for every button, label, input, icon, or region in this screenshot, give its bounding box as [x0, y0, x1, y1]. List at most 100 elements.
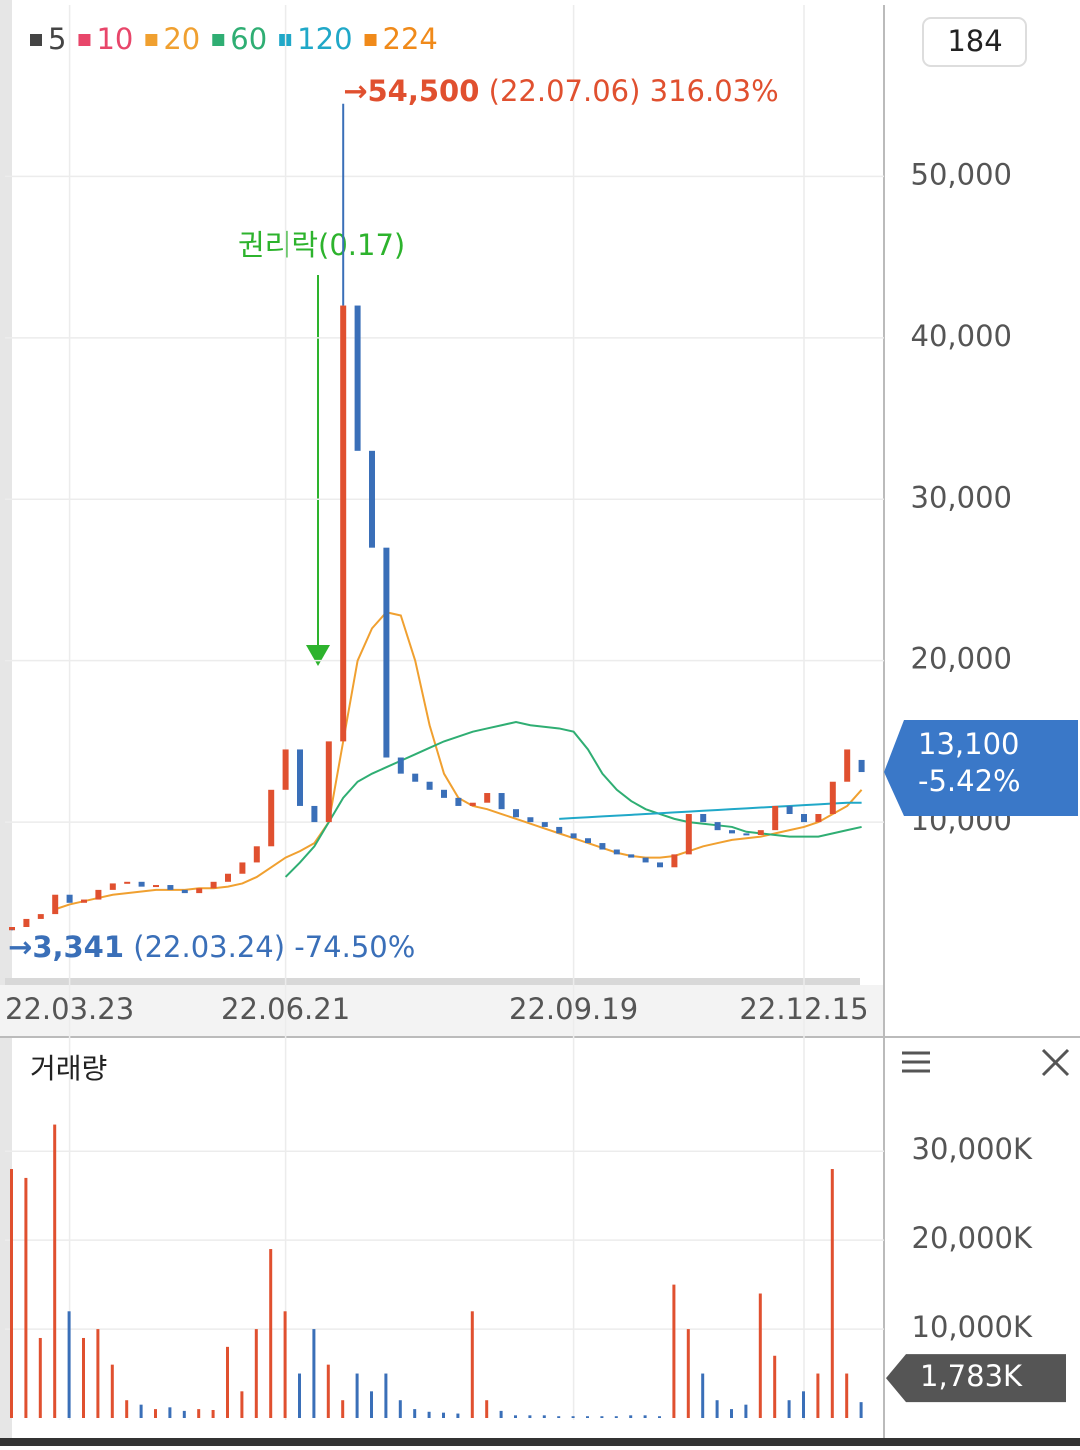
legend-label: 60 — [230, 22, 267, 56]
candle — [311, 805, 318, 823]
candle — [801, 814, 807, 823]
volume-bar — [298, 1373, 301, 1418]
last-volume-badge — [886, 1354, 1066, 1403]
candle — [743, 833, 750, 836]
volume-bar — [614, 1416, 618, 1418]
candle — [829, 781, 836, 815]
candle — [757, 830, 764, 835]
volume-bar — [254, 1329, 258, 1418]
candle — [441, 789, 447, 798]
y-tick-label: 30,000 — [911, 480, 1012, 514]
annotation-part: 316.03% — [650, 74, 779, 108]
high-annotation: →54,500 (22.07.06) 316.03% — [343, 74, 778, 108]
volume-bar — [67, 1311, 71, 1418]
candle — [585, 838, 591, 844]
volume-bar — [470, 1311, 474, 1418]
candle — [599, 843, 606, 850]
side-edge — [0, 0, 12, 1446]
close-icon[interactable] — [1041, 1048, 1070, 1077]
volume-title: 거래량 — [30, 1052, 107, 1085]
annotation-part — [479, 74, 488, 108]
legend-swatch — [30, 34, 42, 46]
annotation-part — [640, 74, 649, 108]
x-tick-label: 22.06.21 — [221, 992, 350, 1026]
volume-bar — [226, 1346, 229, 1418]
candle — [196, 888, 203, 894]
bars-count[interactable]: 184 — [947, 24, 1002, 58]
volume-bar — [283, 1311, 287, 1418]
volume-bar — [802, 1391, 805, 1418]
last-price: 13,100 — [918, 727, 1019, 761]
x-tick-label: 22.12.15 — [739, 992, 868, 1026]
annotation-part: 54,500 — [368, 74, 480, 108]
volume-bar — [82, 1337, 85, 1418]
volume-bar — [312, 1329, 316, 1418]
candle — [340, 305, 347, 742]
volume-bar — [514, 1415, 517, 1418]
volume-bar — [427, 1411, 431, 1418]
legend-label: 10 — [96, 22, 133, 56]
legend-label: 224 — [383, 22, 438, 56]
x-tick-label: 22.03.23 — [5, 992, 134, 1026]
legend-swatch — [145, 34, 158, 46]
annotation-part: (22.07.06) — [489, 74, 641, 108]
volume-bar — [672, 1284, 676, 1418]
legend-swatch — [212, 34, 225, 46]
candle — [498, 793, 505, 810]
volume-bar — [384, 1373, 388, 1418]
candle — [37, 914, 44, 919]
volume-bar — [701, 1373, 705, 1418]
annotation-part: -74.50% — [294, 930, 415, 964]
candle — [52, 894, 59, 915]
candle — [642, 857, 649, 863]
bottom-bar — [0, 1438, 1080, 1446]
legend-label: 20 — [163, 22, 200, 56]
candle — [685, 814, 692, 855]
volume-bar — [787, 1400, 791, 1418]
volume-bar — [485, 1400, 489, 1418]
candle — [124, 881, 131, 884]
low-annotation: →3,341 (22.03.24) -74.50% — [8, 930, 415, 964]
volume-bar — [240, 1391, 244, 1418]
candle — [426, 781, 433, 790]
candle — [613, 849, 620, 855]
volume-bar — [744, 1404, 748, 1418]
candle — [81, 899, 87, 903]
candle — [95, 889, 102, 900]
ex-rights-label: 권리락(0.17) — [238, 228, 405, 262]
annotation-part: 3,341 — [32, 930, 124, 964]
candle — [484, 793, 491, 803]
candle — [239, 862, 246, 874]
candle — [268, 789, 275, 847]
count-box[interactable] — [922, 17, 1027, 67]
volume-bar — [859, 1402, 863, 1418]
volume-bar — [10, 1169, 13, 1418]
ma-line — [559, 801, 862, 820]
candle — [729, 830, 735, 834]
candle — [167, 885, 174, 890]
candle — [513, 809, 519, 818]
volume-bar — [139, 1404, 143, 1418]
volume-bar — [658, 1416, 661, 1418]
candle — [181, 889, 188, 894]
annotation-part: (22.03.24) — [133, 930, 285, 964]
last-price-badge — [884, 720, 1078, 817]
x-axis-band — [0, 985, 884, 1037]
volume-bar — [413, 1409, 417, 1418]
volume-bar — [456, 1413, 460, 1418]
legend-label: 5 — [48, 22, 66, 56]
candle — [714, 822, 721, 831]
volume-bar — [643, 1415, 647, 1418]
volume-bar — [398, 1400, 402, 1418]
volume-bar — [499, 1410, 503, 1418]
candle — [354, 305, 361, 451]
volume-bar — [269, 1249, 273, 1418]
candle — [541, 822, 548, 827]
menu-icon[interactable] — [902, 1051, 930, 1073]
volume-bar — [816, 1373, 820, 1418]
volume-bar — [355, 1373, 359, 1418]
y-tick-label: 10,000K — [912, 1310, 1033, 1344]
y-tick-label: 50,000 — [911, 157, 1012, 191]
candle — [253, 846, 260, 863]
